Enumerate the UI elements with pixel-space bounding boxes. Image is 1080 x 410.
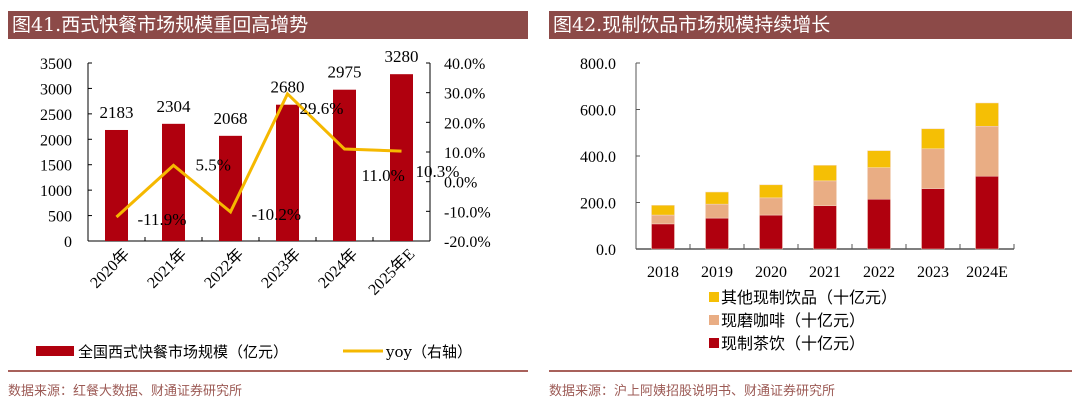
- x-tick-label: 2020年: [87, 245, 134, 292]
- bar-segment-other: [813, 165, 837, 182]
- bar-segment-other: [759, 184, 783, 199]
- bar-segment-coffee: [813, 180, 837, 207]
- bar-market-size: [333, 89, 356, 241]
- legend-swatch-tea: [709, 338, 719, 348]
- x-tick-label: 2023年: [258, 245, 305, 292]
- y-left-tick-label: 1000: [40, 183, 72, 200]
- bar-segment-tea: [813, 205, 837, 250]
- x-tick-label: 2022: [863, 264, 895, 281]
- x-tick-label: 2022年: [201, 245, 248, 292]
- fresh-drinks-chart: 0.0 200.0 400.0 600.0 800.0 2018 2019 2020 2021 2…: [580, 56, 1015, 353]
- bar-segment-other: [867, 150, 891, 168]
- legend-swatch-other: [709, 292, 719, 302]
- bar-segment-other: [705, 191, 729, 205]
- x-tick-label: 2023: [917, 264, 949, 281]
- bar-segment-tea: [867, 198, 891, 250]
- line-data-label: -11.9%: [138, 210, 187, 229]
- x-tick-label: 2024E: [966, 264, 1008, 281]
- bar-segment-tea: [759, 214, 783, 250]
- bar-market-size: [390, 74, 413, 241]
- y-right-tick-label: -20.0%: [444, 234, 491, 251]
- y-tick-label: 600.0: [580, 103, 616, 120]
- y-right-tick-label: 40.0%: [444, 56, 485, 73]
- y-left-tick-label: 2000: [40, 132, 72, 149]
- y-tick-label: 800.0: [580, 56, 616, 73]
- divider: [8, 370, 528, 372]
- bar-segment-other: [975, 102, 999, 127]
- legend-label: 其他现制饮品（十亿元）: [721, 288, 897, 307]
- x-tick-label: 2021: [809, 264, 841, 281]
- bar-data-label: 2183: [100, 103, 134, 122]
- y-right-tick-label: 10.0%: [444, 145, 485, 162]
- legend-label-bar: 全国西式快餐市场规模（亿元）: [78, 343, 288, 361]
- chart-panel-western-fastfood: 图41.西式快餐市场规模重回高增势 0 500 1000 1500 2000 2500 30…: [8, 0, 528, 410]
- x-tick-label: 2021年: [144, 245, 191, 292]
- bar-market-size: [105, 129, 128, 241]
- divider: [549, 370, 1072, 372]
- y-left-tick-label: 0: [64, 234, 72, 251]
- bar-segment-coffee: [651, 214, 675, 225]
- bar-market-size: [219, 135, 242, 241]
- y-right-tick-label: 20.0%: [444, 115, 485, 132]
- y-tick-label: 400.0: [580, 149, 616, 166]
- legend-label-line: yoy（右轴）: [385, 343, 472, 361]
- chart-title: 图42.现制饮品市场规模持续增长: [549, 11, 1072, 39]
- bar-segment-tea: [975, 175, 999, 250]
- bar-segment-tea: [651, 223, 675, 250]
- y-tick-label: 200.0: [580, 196, 616, 213]
- data-source: 数据来源：红餐大数据、财通证券研究所: [8, 384, 243, 399]
- bar-segment-other: [921, 128, 945, 150]
- line-yoy: [115, 91, 402, 219]
- line-data-label: 5.5%: [196, 155, 231, 174]
- chart-panel-fresh-drinks: 图42.现制饮品市场规模持续增长 0.0 200.0 400.0 600.0 800.0…: [549, 0, 1072, 410]
- line-data-label: 29.6%: [300, 99, 344, 118]
- bar-data-label: 2680: [271, 78, 305, 97]
- y-right-tick-label: 0.0%: [444, 175, 477, 192]
- bar-market-size: [276, 104, 299, 242]
- line-data-label: 10.3%: [416, 162, 460, 181]
- y-left-tick-label: 1500: [40, 158, 72, 175]
- western-fastfood-chart: 0 500 1000 1500 2000 2500 3000 3500 -20.0% -10.0%…: [36, 47, 491, 361]
- legend-label: 现制茶饮（十亿元）: [721, 334, 865, 353]
- y-left-tick-label: 2500: [40, 107, 72, 124]
- legend-label: 现磨咖啡（十亿元）: [721, 311, 865, 330]
- bar-segment-tea: [921, 188, 945, 250]
- x-tick-label: 2024年: [315, 245, 362, 292]
- bar-segment-other: [651, 205, 675, 216]
- bar-segment-tea: [705, 217, 729, 250]
- y-right-tick-label: -10.0%: [444, 204, 491, 221]
- x-tick-label: 2019: [701, 264, 733, 281]
- y-left-tick-label: 3000: [40, 81, 72, 98]
- bar-data-label: 3280: [385, 47, 419, 66]
- bar-segment-coffee: [975, 125, 999, 177]
- chart-title: 图41.西式快餐市场规模重回高增势: [8, 11, 528, 39]
- y-right-tick-label: 30.0%: [444, 86, 485, 103]
- bar-data-label: 2975: [328, 63, 362, 82]
- data-source: 数据来源：沪上阿姨招股说明书、财通证券研究所: [549, 384, 836, 399]
- legend-swatch-coffee: [709, 315, 719, 325]
- x-tick-label: 2025年E: [365, 245, 419, 299]
- bar-segment-coffee: [705, 203, 729, 219]
- line-data-label: -10.2%: [252, 205, 302, 224]
- bar-data-label: 2304: [157, 97, 192, 116]
- y-left-tick-label: 500: [48, 209, 72, 226]
- bar-segment-coffee: [867, 167, 891, 200]
- legend-swatch-bar: [36, 346, 74, 356]
- x-tick-label: 2018: [647, 264, 679, 281]
- bar-segment-coffee: [759, 197, 783, 216]
- bar-market-size: [162, 123, 185, 241]
- y-left-tick-label: 3500: [40, 56, 72, 73]
- bar-data-label: 2068: [214, 109, 248, 128]
- x-tick-label: 2020: [755, 264, 787, 281]
- bar-segment-coffee: [921, 148, 945, 189]
- y-tick-label: 0.0: [596, 242, 616, 259]
- line-data-label: 11.0%: [362, 166, 405, 185]
